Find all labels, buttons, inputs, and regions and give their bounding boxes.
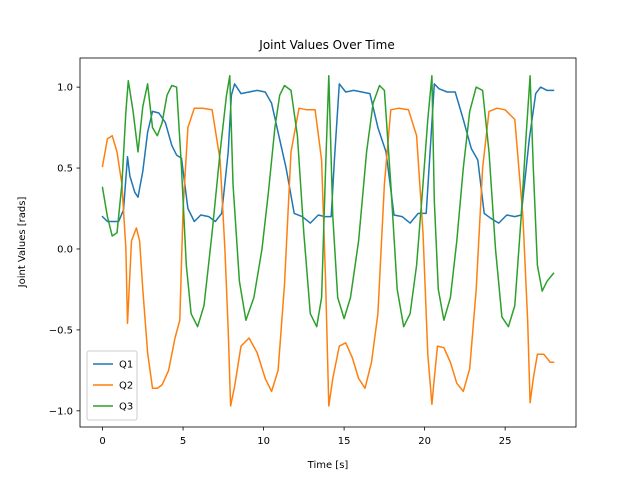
x-tick-label: 0	[99, 436, 105, 447]
x-axis-label: Time [s]	[307, 460, 349, 471]
legend-label-q3: Q3	[119, 402, 133, 413]
y-tick-label: 0.0	[57, 244, 73, 255]
x-tick-label: 20	[418, 436, 431, 447]
x-tick-label: 25	[499, 436, 512, 447]
x-tick-label: 15	[338, 436, 351, 447]
legend-label-q2: Q2	[119, 381, 133, 392]
series-line-q3	[101, 75, 555, 328]
y-tick-label: 1.0	[57, 83, 73, 94]
chart-title: Joint Values Over Time	[258, 38, 394, 52]
y-tick-label: −0.5	[49, 325, 73, 336]
series-line-q2	[101, 107, 555, 407]
axes-frame	[79, 57, 577, 428]
x-tick-label: 10	[257, 436, 270, 447]
plot-area	[101, 75, 555, 407]
series-line-q1	[101, 83, 555, 224]
legend-label-q1: Q1	[119, 360, 133, 371]
x-axis: 0 5 10 15 20 25	[99, 427, 512, 447]
x-tick-label: 5	[180, 436, 186, 447]
y-tick-label: −1.0	[49, 406, 73, 417]
legend: Q1 Q2 Q3	[86, 350, 138, 421]
y-axis-label: Joint Values [rads]	[17, 197, 28, 289]
y-axis: −1.0 −0.5 0.0 0.5 1.0	[49, 83, 80, 417]
y-tick-label: 0.5	[57, 164, 73, 175]
